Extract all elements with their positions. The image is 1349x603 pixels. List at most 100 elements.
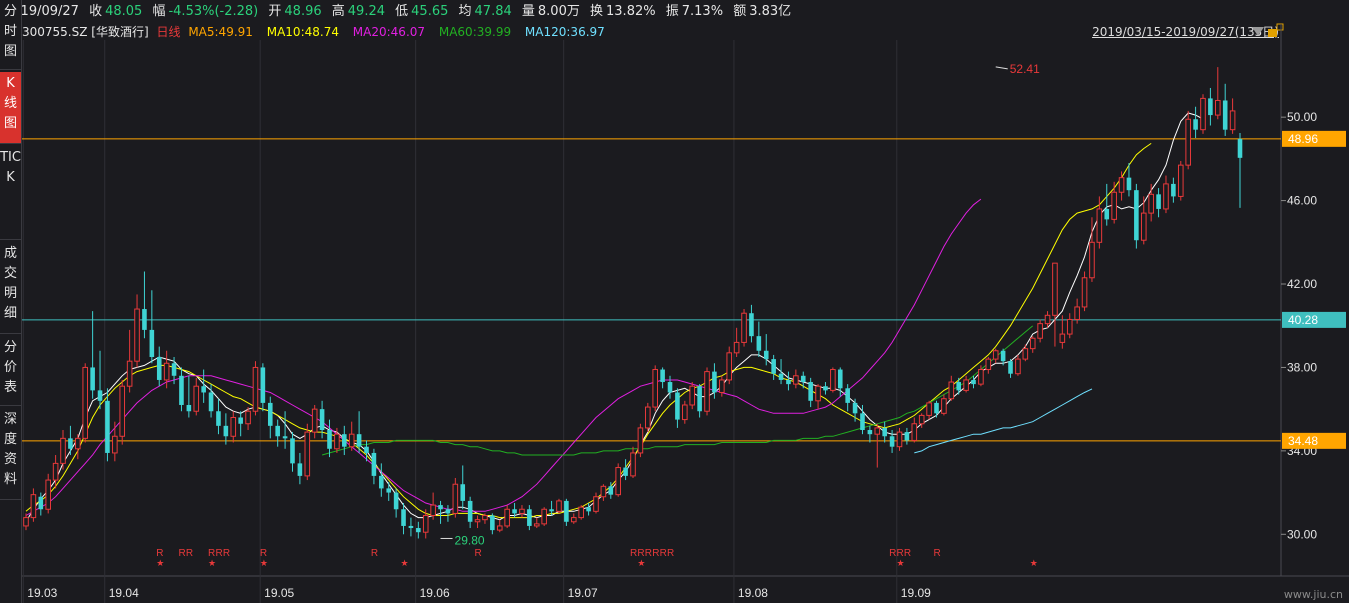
signal-star-icon: ★ bbox=[208, 559, 216, 569]
candle-up bbox=[245, 410, 251, 425]
candle-down bbox=[282, 436, 288, 439]
candle-down bbox=[68, 438, 73, 449]
candle-up bbox=[1185, 118, 1191, 166]
candle-down bbox=[971, 379, 976, 385]
turnover-value: 13.82% bbox=[606, 4, 656, 19]
candle-up bbox=[578, 506, 584, 519]
candle-up bbox=[1029, 337, 1036, 350]
candle-down bbox=[852, 402, 858, 414]
candle-up bbox=[1118, 177, 1125, 193]
x-tick-label: 19.06 bbox=[420, 586, 450, 600]
candle-up bbox=[23, 517, 29, 527]
candle-down bbox=[527, 509, 532, 526]
candle-up bbox=[1200, 97, 1206, 131]
candle-down bbox=[38, 496, 44, 510]
candle-down bbox=[882, 427, 887, 437]
signal-marker: R bbox=[223, 548, 230, 559]
signal-marker: R bbox=[371, 548, 378, 559]
signal-marker: R bbox=[475, 548, 482, 559]
price-line-tag[interactable] bbox=[1282, 432, 1346, 449]
avg-label: 均 bbox=[458, 4, 472, 19]
candle-down bbox=[1104, 208, 1110, 220]
amount-value: 3.83亿 bbox=[749, 4, 792, 19]
page-up-icon[interactable] bbox=[1276, 23, 1284, 31]
y-tick-label: 42.00 bbox=[1287, 277, 1317, 291]
sidebar-item-trade-detail[interactable]: 成交明细 bbox=[0, 242, 21, 334]
candle-down bbox=[416, 528, 421, 533]
candle-up bbox=[126, 360, 133, 387]
candle-up bbox=[556, 500, 562, 512]
price-line-tag[interactable] bbox=[1282, 130, 1346, 147]
candle-down bbox=[179, 375, 184, 405]
candle-down bbox=[223, 425, 229, 437]
candle-down bbox=[904, 432, 910, 441]
candle-up bbox=[1037, 323, 1043, 339]
x-tick-label: 19.05 bbox=[264, 586, 294, 600]
candle-up bbox=[1096, 208, 1103, 243]
candle-up bbox=[1148, 193, 1154, 214]
candle-down bbox=[808, 382, 813, 401]
sidebar-item-price-table[interactable]: 分价表 bbox=[0, 336, 21, 406]
close-value: 48.05 bbox=[105, 4, 143, 19]
candle-up bbox=[519, 508, 525, 514]
x-tick-label: 19.08 bbox=[738, 586, 768, 600]
candle-down bbox=[1208, 98, 1213, 116]
price-line-label: 48.96 bbox=[1288, 132, 1318, 146]
candle-down bbox=[675, 392, 680, 420]
ma10-label: MA10:48.74 bbox=[266, 25, 339, 39]
y-tick-label: 30.00 bbox=[1287, 527, 1317, 541]
ma60-label: MA60:39.99 bbox=[438, 25, 512, 39]
signal-marker: R bbox=[645, 548, 652, 559]
lock-icon[interactable] bbox=[1268, 29, 1277, 37]
candle-down bbox=[586, 507, 591, 512]
high-label: 高 bbox=[331, 4, 345, 19]
sidebar-item-intraday[interactable]: 分时图 bbox=[0, 0, 21, 70]
candle-up bbox=[452, 483, 459, 514]
candle-up bbox=[1163, 183, 1169, 210]
candle-up bbox=[1044, 314, 1051, 325]
candle-up bbox=[1177, 164, 1184, 197]
signal-marker: R bbox=[630, 548, 637, 559]
date-range-label[interactable]: 2019/03/15-2019/09/27(135日) bbox=[1092, 25, 1279, 39]
candle-down bbox=[1222, 100, 1228, 130]
candle-up bbox=[474, 519, 481, 523]
chevron-down-icon[interactable] bbox=[1252, 27, 1264, 36]
candle-up bbox=[1015, 358, 1021, 375]
ma5-label: MA5:49.91 bbox=[188, 25, 253, 39]
candle-up bbox=[948, 381, 955, 400]
candle-up bbox=[741, 312, 747, 343]
price-line-tag[interactable] bbox=[1282, 311, 1346, 328]
candle-up bbox=[430, 504, 436, 517]
candle-up bbox=[504, 508, 510, 527]
signal-marker: R bbox=[186, 548, 193, 559]
candle-down bbox=[327, 430, 332, 449]
candle-up bbox=[637, 427, 644, 454]
candle-down bbox=[1000, 350, 1006, 362]
candle-up bbox=[652, 369, 659, 408]
candle-up bbox=[719, 379, 725, 393]
candle-up bbox=[830, 369, 836, 391]
sidebar-item-kline[interactable]: K线图 bbox=[0, 72, 21, 144]
amplitude-value: 7.13% bbox=[681, 4, 724, 19]
sidebar-item-tick[interactable]: TICK bbox=[0, 146, 21, 240]
candle-up bbox=[1214, 99, 1221, 116]
quote-date: 2019/09/27 bbox=[4, 4, 79, 19]
candle-down bbox=[1237, 138, 1243, 158]
candle-down bbox=[800, 375, 806, 383]
signal-marker: R bbox=[667, 548, 674, 559]
candle-down bbox=[756, 336, 762, 351]
candle-down bbox=[319, 409, 325, 431]
candle-up bbox=[1140, 212, 1147, 241]
candle-up bbox=[1066, 318, 1073, 335]
candle-up bbox=[1059, 333, 1066, 343]
signal-marker: R bbox=[260, 548, 267, 559]
candle-down bbox=[408, 525, 414, 529]
price-line-label: 40.28 bbox=[1288, 313, 1318, 327]
sidebar-item-depth-info[interactable]: 深度资料 bbox=[0, 408, 21, 500]
y-tick-label: 46.00 bbox=[1287, 194, 1317, 208]
x-tick-label: 19.04 bbox=[109, 586, 139, 600]
candle-down bbox=[867, 430, 873, 435]
candle-up bbox=[874, 427, 881, 435]
candle-down bbox=[371, 452, 377, 476]
